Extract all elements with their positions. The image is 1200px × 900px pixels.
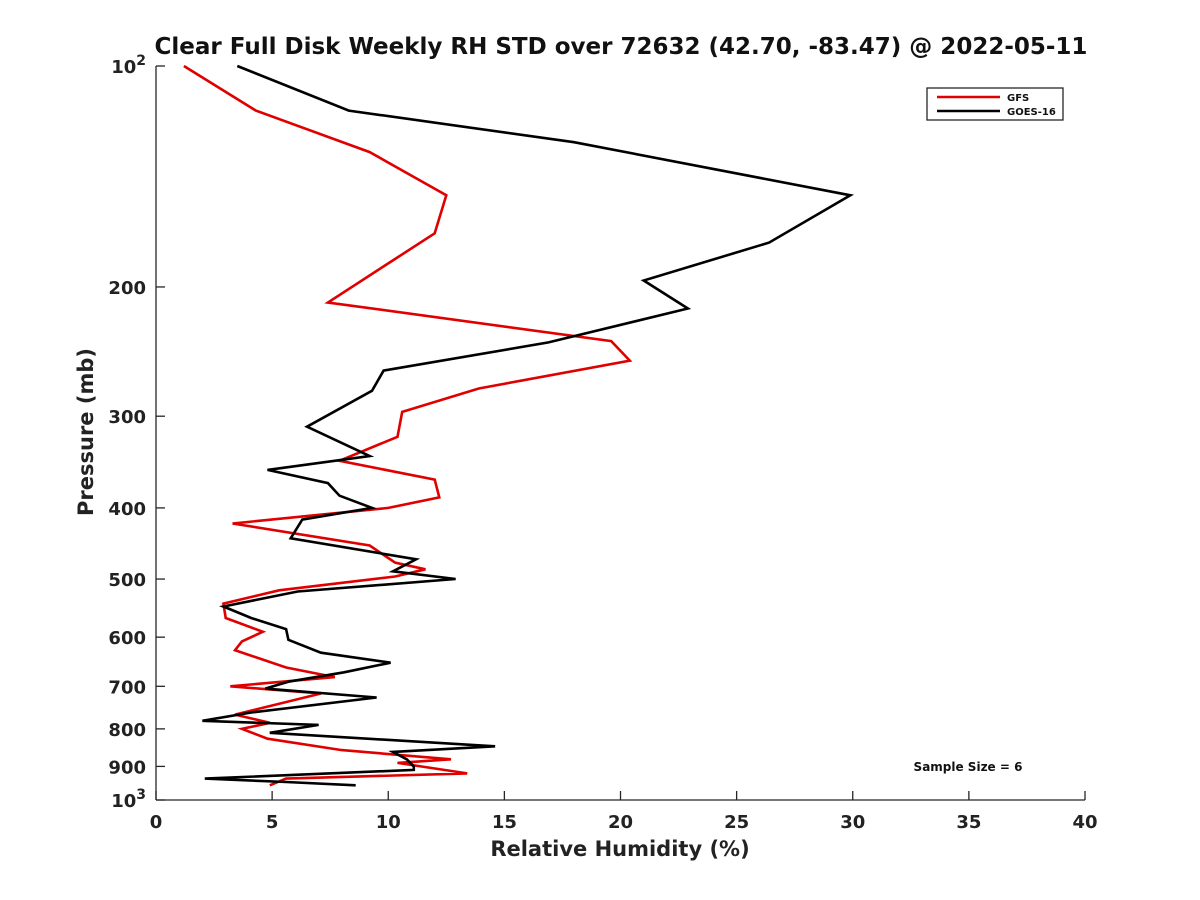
y-tick-label: 800 xyxy=(108,720,146,741)
y-tick-label: 900 xyxy=(108,757,146,778)
y-axis-label: Pressure (mb) xyxy=(74,348,98,516)
x-tick-label: 30 xyxy=(840,812,865,833)
sample-size-annotation: Sample Size = 6 xyxy=(914,760,1023,774)
legend-box xyxy=(926,87,1064,121)
y-tick-label: 300 xyxy=(108,407,146,428)
y-tick-label: 700 xyxy=(108,677,146,698)
legend: GFS GOES-16 xyxy=(926,87,1064,121)
y-tick-label: 200 xyxy=(108,278,146,299)
series-line-gfs xyxy=(183,64,633,787)
x-axis-label: Relative Humidity (%) xyxy=(490,837,749,861)
legend-label: GOES-16 xyxy=(1007,107,1056,118)
x-tick-label: 40 xyxy=(1072,812,1097,833)
series-lines xyxy=(183,64,855,787)
y-tick-label: 103 xyxy=(111,787,146,812)
series-line-goes-16 xyxy=(202,64,855,787)
y-tick-label: 500 xyxy=(108,570,146,591)
x-tick-label: 5 xyxy=(266,812,279,833)
x-tick-label: 15 xyxy=(492,812,517,833)
x-tick-label: 35 xyxy=(956,812,981,833)
chart-title: Clear Full Disk Weekly RH STD over 72632… xyxy=(155,34,1088,60)
y-tick-label: 400 xyxy=(108,499,146,520)
y-axis-ticks: 102 200 300 400 500 600 700 800 900 103 xyxy=(108,53,165,812)
y-tick-label: 600 xyxy=(108,628,146,649)
x-tick-label: 10 xyxy=(376,812,401,833)
legend-label: GFS xyxy=(1007,93,1029,104)
x-tick-label: 25 xyxy=(724,812,749,833)
x-tick-label: 0 xyxy=(150,812,163,833)
x-axis-ticks: 0 5 10 15 20 25 30 35 40 xyxy=(150,791,1098,833)
y-tick-label: 102 xyxy=(111,53,146,78)
x-tick-label: 20 xyxy=(608,812,633,833)
